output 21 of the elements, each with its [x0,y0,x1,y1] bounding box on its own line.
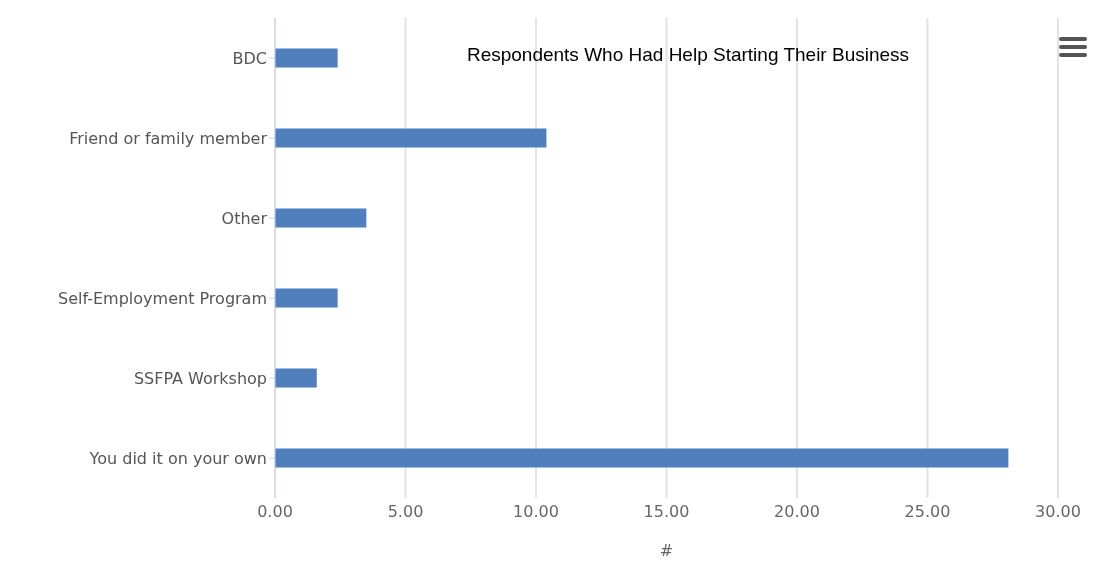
bar [275,208,367,228]
bar [275,48,338,68]
y-tick-label: Self-Employment Program [58,288,267,308]
bar [275,128,547,148]
x-axis-title: # [659,541,674,560]
y-tick-label: You did it on your own [88,448,267,468]
x-tick-label: 30.00 [1035,502,1081,522]
x-tick-label: 20.00 [774,502,820,522]
y-tick-label: BDC [232,48,267,68]
x-tick-label: 5.00 [387,502,424,522]
text: Respondents Who Had Help Starting Their Business [465,44,911,66]
bar [275,288,338,308]
bar [275,448,1009,468]
y-tick-label: SSFPA Workshop [133,368,267,388]
bar [275,368,317,388]
y-tick-label: Other [221,208,268,228]
x-tick-label: 0.00 [257,502,293,522]
x-tick-label: 15.00 [643,502,690,522]
y-tick-label: Friend or family member [69,128,268,148]
x-tick-label: 10.00 [513,502,559,522]
x-tick-label: 25.00 [904,502,951,522]
